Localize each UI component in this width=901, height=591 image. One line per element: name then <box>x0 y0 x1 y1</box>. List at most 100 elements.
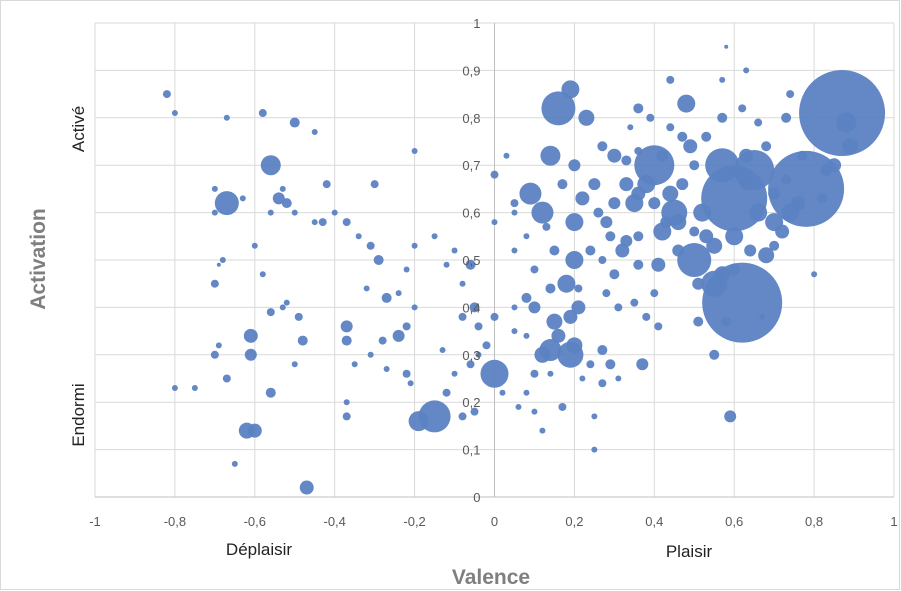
bubble-point <box>395 290 402 297</box>
bubble-point <box>593 207 604 218</box>
y-tick-label: 0,6 <box>462 206 480 221</box>
bubble-point <box>239 195 246 202</box>
annotation-active: Activé <box>69 106 88 152</box>
bubble-point <box>341 335 352 346</box>
bubble-point <box>294 312 303 321</box>
bubble-point <box>598 379 607 388</box>
y-tick-label: 0,3 <box>462 348 480 363</box>
bubble-point <box>761 141 772 152</box>
bubble-point <box>656 149 669 162</box>
bubble-point <box>490 312 499 321</box>
bubble-point <box>539 427 546 434</box>
bubble-point <box>523 389 530 396</box>
bubble-point <box>491 219 498 226</box>
x-tick-label: -0,8 <box>164 514 186 529</box>
bubble-point <box>231 460 238 467</box>
bubble-point <box>597 141 608 152</box>
bubble-point <box>797 150 808 161</box>
bubble-point <box>266 308 275 317</box>
bubble-point <box>392 329 405 342</box>
bubble-point <box>223 114 230 121</box>
bubble-point <box>817 193 828 204</box>
bubble-point <box>605 231 616 242</box>
bubble-point <box>530 265 539 274</box>
bubble-point <box>523 233 530 240</box>
bubble-point <box>299 480 314 495</box>
bubble-point <box>411 147 418 154</box>
bubble-point <box>609 269 620 280</box>
x-tick-label: -1 <box>89 514 101 529</box>
bubble-point <box>541 91 576 126</box>
bubble-point <box>546 313 563 330</box>
bubble-point <box>211 209 218 216</box>
bubble-point <box>283 299 290 306</box>
bubble-point <box>549 245 560 256</box>
bubble-point <box>608 197 621 210</box>
bubble-point <box>759 313 766 320</box>
annotation-deplaisir: Déplaisir <box>226 540 292 559</box>
bubble-point <box>411 304 418 311</box>
bubble-point <box>260 155 281 176</box>
bubble-point <box>439 347 446 354</box>
bubble-point <box>355 233 362 240</box>
bubble-point <box>739 148 754 163</box>
bubble-point <box>600 216 613 229</box>
bubble-point <box>490 170 499 179</box>
bubble-point <box>820 163 833 176</box>
bubble-point <box>633 259 644 270</box>
annotation-endormi: Endormi <box>69 383 88 446</box>
bubble-point <box>676 178 689 191</box>
bubble-point <box>465 259 476 270</box>
bubble-point <box>291 209 298 216</box>
bubble-point <box>660 216 673 229</box>
bubble-point <box>258 109 267 118</box>
bubble-point <box>563 309 578 324</box>
bubble-point <box>466 360 475 369</box>
bubble-point <box>754 118 763 127</box>
bubble-point <box>244 348 257 361</box>
bubble-point <box>243 328 258 343</box>
bubble-point <box>499 389 506 396</box>
bubble-point <box>408 411 429 432</box>
bubble-point <box>402 322 411 331</box>
bubble-point <box>615 375 622 382</box>
bubble-point <box>342 218 351 227</box>
bubble-point <box>431 233 438 240</box>
bubble-point <box>214 191 239 216</box>
bubble-point <box>442 388 451 397</box>
bubble-point <box>586 360 595 369</box>
bubble-point <box>689 226 700 237</box>
y-axis-title: Activation <box>27 208 50 310</box>
bubble-point <box>561 80 580 99</box>
bubble-point <box>646 113 655 122</box>
gridlines <box>94 22 895 498</box>
bubble-point <box>443 261 450 268</box>
bubble-point <box>565 251 584 269</box>
bubble-point <box>662 185 679 202</box>
bubble-point <box>171 384 178 391</box>
bubble-point <box>451 370 458 377</box>
bubble-point <box>351 361 358 368</box>
bubble-point <box>407 380 414 387</box>
bubble-point <box>758 247 775 264</box>
bubble-point <box>648 197 661 210</box>
bubble-point <box>557 179 568 190</box>
bubble-point <box>650 289 659 298</box>
bubble-point <box>636 358 649 371</box>
bubble-point <box>585 245 596 256</box>
bubble-point <box>281 198 292 209</box>
bubble-point <box>672 244 685 257</box>
bubble-point <box>367 351 374 358</box>
bubble-point <box>699 229 714 244</box>
bubble-point <box>683 139 698 154</box>
bubble-point <box>781 112 792 123</box>
bubble-point <box>403 266 410 273</box>
bubble-point <box>480 359 509 388</box>
bubble-point <box>311 219 318 226</box>
bubble-point <box>588 178 601 191</box>
bubble-point <box>634 146 643 155</box>
bubble-point <box>340 320 353 333</box>
y-tick-label: 1 <box>473 16 480 31</box>
